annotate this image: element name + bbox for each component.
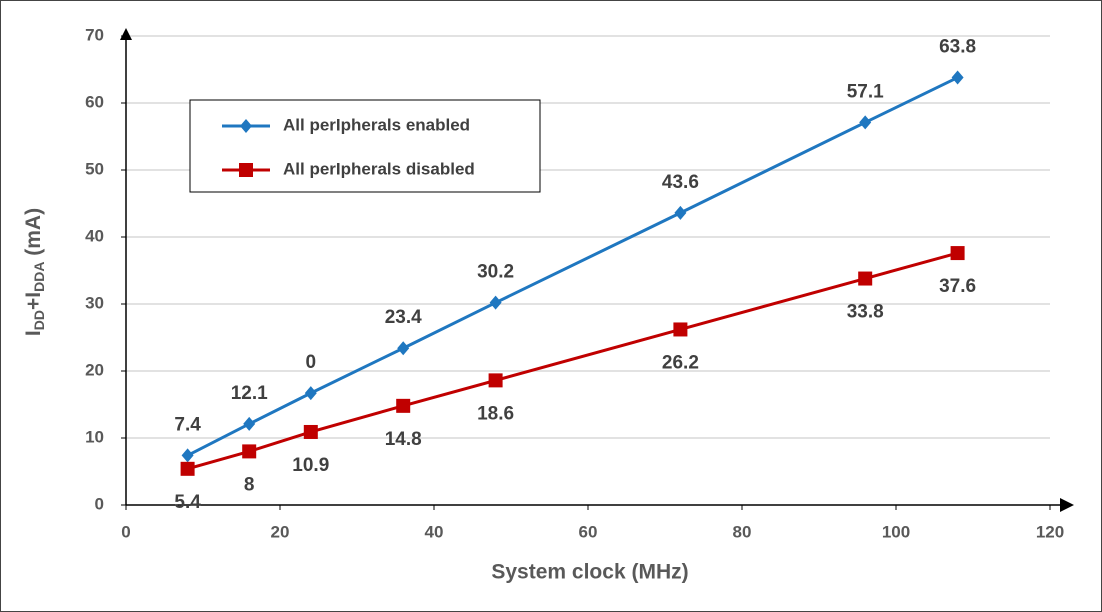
data-point xyxy=(950,246,965,261)
y-tick-label: 50 xyxy=(85,159,104,178)
y-axis-label-subscript: DDA xyxy=(31,262,47,292)
data-point xyxy=(243,416,256,431)
data-label: 14.8 xyxy=(385,429,422,450)
x-tick-label: 120 xyxy=(1036,522,1064,541)
x-tick-label: 100 xyxy=(882,522,910,541)
y-tick-label: 20 xyxy=(85,360,104,379)
data-point xyxy=(674,205,687,220)
y-axis-label-part: +I xyxy=(22,292,45,310)
data-label: 43.6 xyxy=(662,172,699,193)
data-label: 10.9 xyxy=(292,455,329,476)
y-tick-label: 60 xyxy=(85,92,104,111)
data-point xyxy=(489,295,502,310)
series-line xyxy=(186,76,959,457)
y-axis-label-subscript: DD xyxy=(31,310,47,330)
data-label: 26.2 xyxy=(662,352,699,373)
y-axis-label: IDD+IDDA (mA) xyxy=(22,208,47,336)
y-axis-label-part: (mA) xyxy=(22,208,45,262)
legend-marker xyxy=(240,119,252,133)
data-point xyxy=(951,70,964,85)
data-label: 0 xyxy=(306,352,317,373)
data-point xyxy=(303,424,318,439)
data-point xyxy=(673,322,688,337)
legend-label: All perIpherals enabled xyxy=(283,115,470,134)
x-tick-label: 60 xyxy=(579,522,598,541)
data-label: 37.6 xyxy=(939,276,976,297)
data-point xyxy=(304,386,317,401)
data-label: 12.1 xyxy=(231,383,268,404)
data-point xyxy=(242,444,257,459)
series-line xyxy=(187,251,958,471)
y-axis-arrow xyxy=(120,28,132,40)
data-label: 18.6 xyxy=(477,403,514,424)
y-tick-label: 40 xyxy=(85,226,104,245)
y-tick-label: 0 xyxy=(95,494,104,513)
legend-label: All perIpherals disabled xyxy=(283,159,475,178)
x-tick-label: 20 xyxy=(271,522,290,541)
data-label: 30.2 xyxy=(477,262,514,283)
data-label: 33.8 xyxy=(847,302,884,323)
legend-marker xyxy=(239,163,253,177)
data-point xyxy=(397,341,410,356)
y-tick-label: 70 xyxy=(85,25,104,44)
data-label: 63.8 xyxy=(939,37,976,58)
x-axis-arrow xyxy=(1060,498,1074,512)
data-label: 7.4 xyxy=(174,414,201,435)
data-point xyxy=(859,115,872,130)
data-label: 8 xyxy=(244,474,255,495)
x-tick-label: 0 xyxy=(121,522,130,541)
data-point xyxy=(858,271,873,286)
y-tick-label: 30 xyxy=(85,293,104,312)
data-point xyxy=(180,461,195,476)
data-label: 5.4 xyxy=(174,492,201,513)
x-axis-label: System clock (MHz) xyxy=(491,561,688,584)
x-tick-label: 40 xyxy=(425,522,444,541)
data-label: 23.4 xyxy=(385,307,422,328)
y-axis-label-part: I xyxy=(22,330,45,336)
data-point xyxy=(396,398,411,413)
data-point xyxy=(488,373,503,388)
data-label: 57.1 xyxy=(847,81,884,102)
x-tick-label: 80 xyxy=(733,522,752,541)
y-tick-label: 10 xyxy=(85,427,104,446)
data-point xyxy=(181,448,194,463)
